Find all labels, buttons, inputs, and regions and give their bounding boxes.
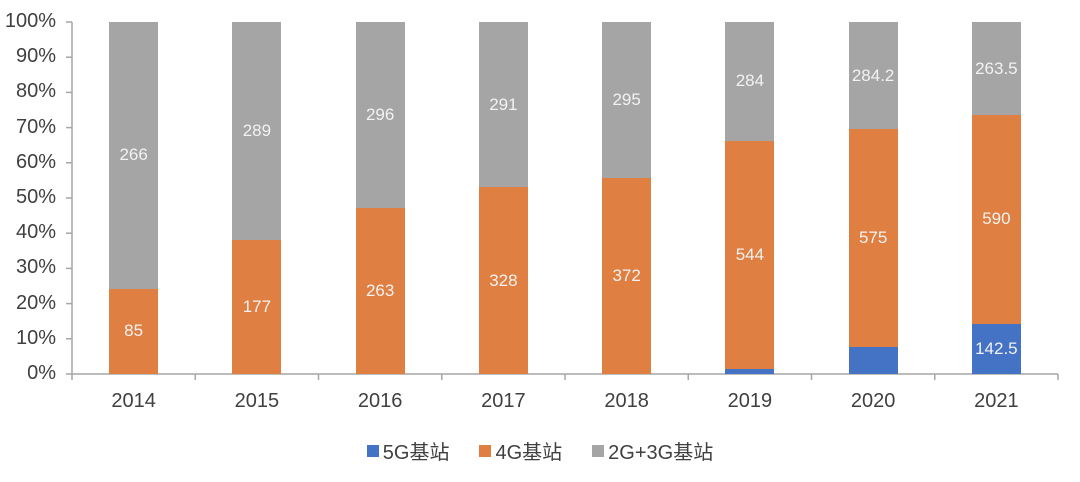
- bar-value-label: 85: [124, 321, 144, 341]
- y-tick-label: 90%: [15, 45, 56, 68]
- legend-item-5g: 5G基站: [366, 436, 450, 465]
- legend: 5G基站 4G基站 2G+3G基站: [0, 436, 1080, 465]
- x-tick-label: 2015: [234, 390, 280, 412]
- bar-segment: [355, 208, 405, 374]
- bar-value-label: 295: [612, 89, 641, 109]
- bar-value-label: 296: [365, 105, 395, 125]
- y-tick-label: 100%: [4, 10, 56, 32]
- bar-segment: [602, 177, 652, 374]
- legend-swatch-2g3g: [592, 444, 605, 457]
- bar-segment: [355, 22, 405, 209]
- y-tick-label: 80%: [15, 80, 56, 103]
- bar-value-label: 284: [735, 71, 765, 91]
- y-tick-label: 10%: [15, 326, 56, 349]
- y-tick-label: 0%: [27, 362, 56, 384]
- legend-item-2g3g: 2G+3G基站: [592, 436, 713, 465]
- bar-value-label: 263: [365, 281, 395, 301]
- bar-segment: [725, 368, 775, 374]
- x-tick-label: 2014: [111, 390, 156, 412]
- bar-value-label: 372: [612, 265, 641, 285]
- bar-value-label: 544: [735, 244, 765, 264]
- bar-segment: [971, 323, 1021, 374]
- bar-value-label: 575: [858, 228, 888, 248]
- y-tick-label: 60%: [15, 150, 56, 173]
- bar-value-label: 177: [242, 297, 272, 317]
- bar-segment: [232, 22, 282, 241]
- y-tick-label: 20%: [15, 291, 56, 314]
- legend-item-4g: 4G基站: [479, 436, 562, 465]
- legend-label-2g3g: 2G+3G基站: [608, 442, 714, 464]
- x-tick-label: 2020: [850, 390, 896, 412]
- bar-segment: [848, 22, 898, 130]
- y-tick-label: 70%: [15, 115, 56, 138]
- x-tick-label: 2018: [604, 390, 649, 412]
- bar-value-label: 284.2: [851, 65, 895, 85]
- bar-value-label: 142.5: [975, 338, 1018, 358]
- bar-value-label: 266: [119, 145, 148, 165]
- bar-value-label: 291: [489, 94, 518, 114]
- bar-segment: [848, 346, 898, 374]
- bar-segment: [109, 288, 159, 374]
- bar-segment: [848, 129, 898, 347]
- bar-segment: [971, 22, 1021, 116]
- y-tick-label: 50%: [15, 186, 56, 208]
- bar-segment: [725, 22, 775, 141]
- x-tick-label: 2016: [357, 390, 403, 412]
- legend-label-5g: 5G基站: [382, 442, 450, 464]
- bar-segment: [725, 140, 775, 369]
- y-tick-label: 30%: [15, 256, 56, 279]
- legend-label-4g: 4G基站: [495, 442, 563, 464]
- bar-value-label: 289: [242, 121, 272, 141]
- x-tick-label: 2017: [481, 390, 526, 412]
- y-tick-label: 40%: [15, 221, 56, 244]
- bar-value-label: 263.5: [975, 58, 1018, 78]
- legend-swatch-4g: [479, 444, 492, 457]
- bar-value-label: 328: [489, 270, 518, 290]
- bar-segment: [602, 22, 652, 178]
- bar-segment: [232, 240, 282, 374]
- bar-segment: [109, 22, 159, 289]
- legend-swatch-5g: [366, 444, 379, 457]
- x-tick-label: 2019: [727, 390, 773, 412]
- x-tick-label: 2021: [974, 390, 1019, 412]
- bar-segment: [971, 115, 1021, 324]
- bar-segment: [478, 22, 528, 188]
- bar-segment: [478, 187, 528, 374]
- bar-value-label: 590: [982, 209, 1011, 229]
